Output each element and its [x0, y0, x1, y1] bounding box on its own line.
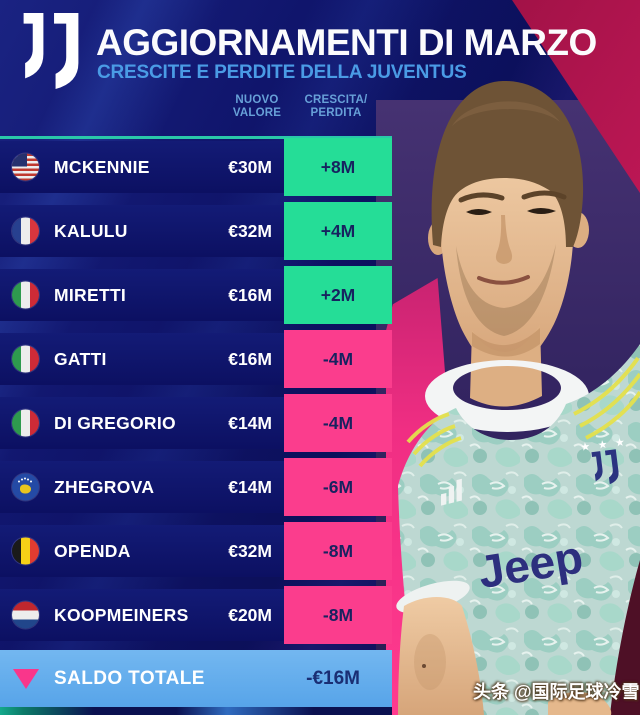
value-change-cell: +4M: [284, 202, 392, 260]
flag-icon: [12, 601, 39, 629]
value-change-cell: -8M: [284, 522, 392, 580]
jersey-stars: ★ ★ ★: [580, 435, 628, 454]
table-row: KOOPMEINERS €20M -8M: [0, 586, 392, 644]
player-value: €14M: [228, 476, 272, 497]
column-header-crescita-perdita: CRESCITA/ PERDITA: [288, 94, 384, 120]
table-row: OPENDA €32M -8M: [0, 522, 392, 580]
jersey-shoulder-stripes: [406, 356, 640, 468]
table-row: DI GREGORIO €14M -4M: [0, 394, 392, 452]
table-row: GATTI €16M -4M: [0, 330, 392, 388]
flag-icon: [12, 537, 39, 565]
player-hair: [431, 80, 584, 247]
player-stubble: [456, 244, 556, 336]
player-photo: ★ ★ ★ Jeep: [396, 80, 640, 715]
player-nose: [495, 215, 513, 264]
player-name: OPENDA: [54, 540, 131, 561]
triangle-down-icon: [13, 668, 39, 689]
table-rows: MCKENNIE €30M +8M KALULU €32M +4M MIRETT…: [0, 138, 392, 644]
juventus-logo: [23, 12, 79, 90]
value-change-cell: -4M: [284, 394, 392, 452]
flag-icon: [12, 281, 39, 309]
table-row: MIRETTI €16M +2M: [0, 266, 392, 324]
player-value: €14M: [228, 412, 272, 433]
column-header-line: NUOVO: [235, 94, 279, 106]
total-label: SALDO TOTALE: [54, 667, 205, 689]
player-hair-highlight: [452, 101, 560, 126]
player-neck-shadow: [472, 328, 540, 357]
flag-icon: [12, 153, 39, 181]
player-eyebrow: [521, 190, 567, 200]
player-name: KOOPMEINERS: [54, 604, 189, 625]
forearm-mole: [422, 664, 426, 668]
player-name: GATTI: [54, 348, 107, 369]
column-header-nuovo-valore: NUOVO VALORE: [217, 94, 297, 120]
flag-icon: [12, 473, 39, 501]
player-eye: [527, 208, 556, 214]
player-value: €20M: [228, 604, 272, 625]
player-value: €30M: [228, 156, 272, 177]
watermark: 头条 @国际足球冷雪: [473, 682, 640, 702]
value-change-cell: -4M: [284, 330, 392, 388]
column-header-line: CRESCITA/: [304, 94, 368, 106]
player-value: €16M: [228, 348, 272, 369]
player-mouth: [477, 275, 530, 285]
player-name: MIRETTI: [54, 284, 127, 305]
table-row: MCKENNIE €30M +8M: [0, 138, 392, 196]
player-hand: [548, 691, 612, 715]
flag-icon: [12, 345, 39, 373]
table-row: KALULU €32M +4M: [0, 202, 392, 260]
page-title: AGGIORNAMENTI DI MARZO: [96, 22, 597, 63]
adidas-logo-icon: [441, 478, 462, 506]
value-change-cell: -8M: [284, 586, 392, 644]
column-header-line: VALORE: [232, 107, 282, 119]
player-value: €32M: [228, 220, 272, 241]
player-name: MCKENNIE: [54, 156, 150, 177]
table-accent-line: [0, 136, 392, 139]
player-name: KALULU: [54, 220, 128, 241]
page-subtitle: CRESCITE E PERDITE DELLA JUVENTUS: [97, 62, 467, 83]
player-name: ZHEGROVA: [54, 476, 155, 497]
player-eye: [466, 209, 492, 215]
player-eyebrow: [458, 192, 505, 203]
forearm-shadow: [414, 634, 446, 690]
juventus-crest-icon: [591, 449, 619, 485]
column-header-line: PERDITA: [310, 107, 362, 119]
value-change-cell: +2M: [284, 266, 392, 324]
players-table: MCKENNIE €30M +8M KALULU €32M +4M MIRETT…: [0, 136, 392, 653]
bottom-strip: [0, 707, 392, 715]
player-name: DI GREGORIO: [54, 412, 176, 433]
table-row: ZHEGROVA €14M -6M: [0, 458, 392, 516]
total-bar: SALDO TOTALE -€16M: [0, 650, 392, 707]
total-value: -€16M: [306, 667, 360, 689]
jersey-collar: [425, 360, 589, 432]
flag-icon: [12, 217, 39, 245]
value-change-cell: +8M: [284, 138, 392, 196]
flag-icon: [12, 409, 39, 437]
player-value: €32M: [228, 540, 272, 561]
player-value: €16M: [228, 284, 272, 305]
player-forearm: [398, 597, 484, 715]
value-change-cell: -6M: [284, 458, 392, 516]
